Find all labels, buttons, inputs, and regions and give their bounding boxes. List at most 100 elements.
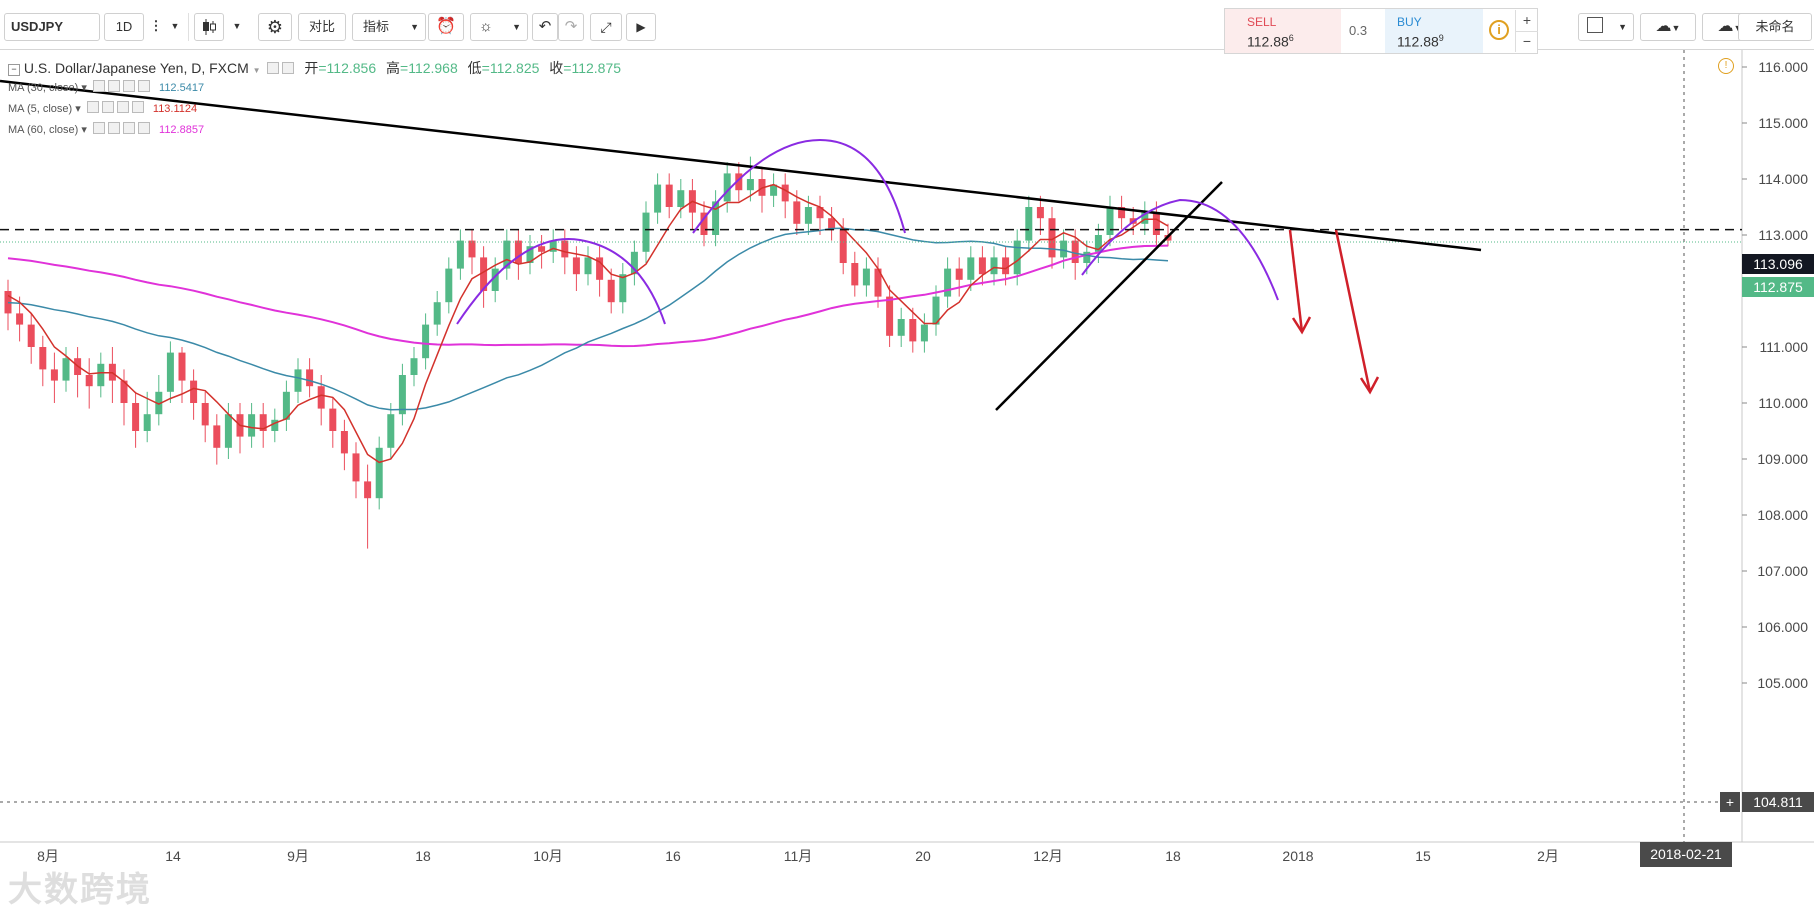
chevron-down-icon: ▼	[410, 22, 419, 32]
alert-button[interactable]: ⏰	[428, 13, 464, 41]
symbol-search[interactable]: USDJPY	[4, 13, 100, 41]
square-icon	[1587, 17, 1603, 33]
indicators-label: 指标	[363, 19, 390, 34]
fullscreen-button[interactable]: ⤢	[590, 13, 622, 41]
time-tick-label: 2月	[1537, 848, 1559, 864]
lock-icon[interactable]	[122, 80, 135, 92]
candle-body	[1025, 207, 1033, 241]
info-icon[interactable]: i	[1489, 20, 1509, 40]
level-price-badge: 113.096	[1742, 254, 1814, 274]
legend-ma60[interactable]: MA (60, close) ▾ 112.8857	[8, 122, 205, 136]
price-tick-label: 107.000	[1757, 563, 1808, 579]
candle-body	[526, 246, 534, 263]
plus-icon[interactable]: +	[1515, 10, 1538, 32]
settings-icon[interactable]	[282, 62, 295, 74]
candle-style-icon[interactable]	[194, 13, 224, 41]
candle-body	[480, 257, 488, 291]
legend-ma30[interactable]: MA (30, close) ▾ 112.5417	[8, 80, 205, 94]
time-tick-label: 18	[1165, 848, 1181, 864]
price-chart[interactable]: 116.000115.000114.000113.000112.000111.0…	[0, 50, 1814, 869]
undo-button[interactable]: ↶	[532, 13, 558, 41]
close-icon[interactable]	[137, 122, 150, 134]
candle-body	[1048, 218, 1056, 258]
candle-body	[422, 324, 430, 359]
candle-body	[572, 257, 580, 275]
settings-gear-button[interactable]: ⚙	[258, 13, 292, 41]
candle-body	[990, 257, 998, 275]
legend-ma5[interactable]: MA (5, close) ▾ 113.1124	[8, 101, 198, 115]
candle-body	[955, 268, 963, 280]
ohlc-open-label: 开	[304, 60, 319, 76]
candle-body	[1036, 207, 1044, 219]
candle-body	[897, 319, 905, 336]
price-tick-label: 111.000	[1759, 339, 1808, 355]
chevron-down-icon[interactable]: ▼	[166, 13, 184, 41]
candle-body	[491, 268, 499, 291]
candle-body	[1083, 251, 1091, 263]
candle-body	[201, 403, 209, 426]
cloud-load-button[interactable]: ☁▼	[1640, 13, 1696, 41]
warning-icon[interactable]: !	[1718, 58, 1734, 74]
candle-body	[654, 184, 662, 213]
candle-body	[584, 257, 592, 275]
candle-body	[619, 274, 627, 303]
compare-button[interactable]: 对比	[298, 13, 346, 41]
settings-icon[interactable]	[107, 80, 120, 92]
candle-body	[944, 268, 952, 297]
redo-button[interactable]: ↷	[558, 13, 584, 41]
lock-icon[interactable]	[116, 101, 129, 113]
close-icon[interactable]	[137, 80, 150, 92]
eye-icon[interactable]	[92, 122, 105, 134]
idea-lightbulb-button[interactable]: ☼ ▼	[470, 13, 528, 41]
candle-body	[456, 240, 464, 269]
candle-body	[932, 296, 940, 325]
indicators-button[interactable]: 指标 ▼	[352, 13, 426, 41]
close-icon[interactable]	[131, 101, 144, 113]
eye-icon[interactable]	[267, 62, 280, 74]
time-tick-label: 9月	[287, 848, 309, 864]
crosshair-plus-icon[interactable]: +	[1720, 792, 1740, 812]
sell-label: SELL	[1247, 15, 1277, 29]
sell-button[interactable]: SELL 112.886	[1225, 9, 1341, 53]
candle-body	[828, 218, 836, 230]
replay-play-button[interactable]: ▶	[626, 13, 656, 41]
buy-button[interactable]: BUY 112.889	[1385, 9, 1483, 53]
layout-button[interactable]: ▼	[1578, 13, 1634, 41]
candle-body	[352, 453, 360, 482]
eye-icon[interactable]	[86, 101, 99, 113]
layout-name-button[interactable]: 未命名	[1738, 13, 1812, 41]
collapse-icon[interactable]: −	[8, 64, 20, 76]
chart-pane[interactable]: 116.000115.000114.000113.000112.000111.0…	[0, 50, 1814, 909]
price-tick-label: 106.000	[1757, 619, 1808, 635]
minus-icon[interactable]: −	[1515, 31, 1538, 52]
lock-icon[interactable]	[122, 122, 135, 134]
candle-body	[16, 313, 24, 325]
ma30-value: 112.5417	[159, 82, 205, 94]
arc-shape	[456, 238, 666, 325]
settings-icon[interactable]	[101, 101, 114, 113]
candle-body	[1094, 235, 1102, 252]
arc-shape	[1081, 198, 1279, 301]
candles-icon	[203, 19, 216, 35]
candle-body	[607, 279, 615, 303]
chevron-down-icon[interactable]: ▼	[252, 66, 261, 75]
candle-body	[746, 179, 754, 191]
candle-body	[712, 201, 720, 235]
candle-body	[909, 319, 917, 342]
settings-icon[interactable]	[107, 122, 120, 134]
candle-body	[387, 414, 395, 448]
interval-button[interactable]: 1D	[104, 13, 144, 41]
candle-body	[886, 296, 894, 336]
candle-body	[816, 207, 824, 219]
eye-icon[interactable]	[92, 80, 105, 92]
candle-body	[166, 352, 174, 392]
ohlc-low-label: 低	[467, 60, 482, 76]
candle-body	[97, 363, 105, 387]
candle-body	[120, 380, 128, 403]
more-intervals-icon[interactable]: ⋮	[146, 13, 166, 41]
candle-body	[39, 347, 47, 370]
chevron-down-icon[interactable]: ▼	[228, 13, 246, 41]
candle-body	[1060, 240, 1068, 258]
candle-body	[398, 375, 406, 415]
ma5-label: MA (5, close)	[8, 103, 73, 115]
